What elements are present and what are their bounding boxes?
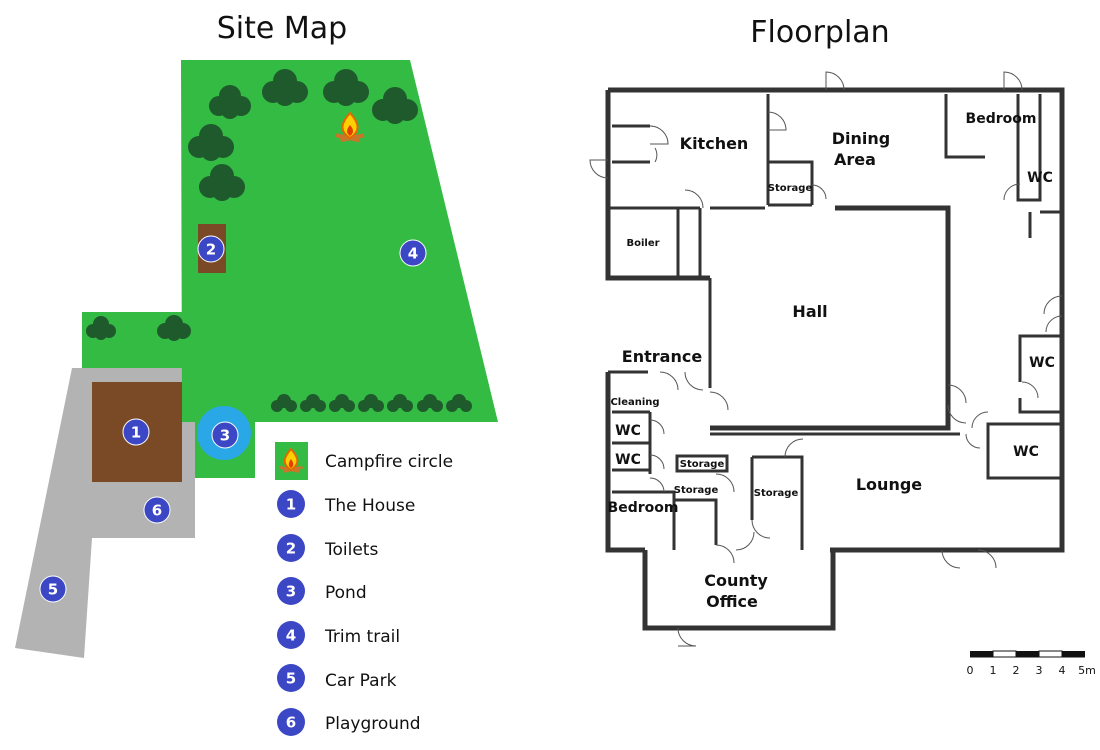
room-label-entrance: Entrance — [622, 347, 703, 366]
room-label-storage-2: Storage — [674, 485, 719, 496]
room-label-wc-1: WC — [615, 423, 641, 439]
room-label-boiler: Boiler — [626, 238, 659, 249]
tree-row — [271, 394, 472, 412]
legend-item-2: 2 Toilets — [277, 534, 378, 562]
svg-text:4: 4 — [286, 627, 296, 645]
svg-text:2: 2 — [286, 540, 296, 558]
legend-campfire: Campfire circle — [275, 442, 453, 480]
tree-cluster — [188, 124, 234, 161]
legend-item-5: 5 Car Park — [277, 664, 397, 692]
room-label-dining: Dining — [832, 129, 890, 148]
room-label-hall: Hall — [792, 302, 827, 321]
room-label-wc-top: WC — [1027, 170, 1053, 186]
main-field — [181, 60, 498, 422]
svg-text:3: 3 — [220, 427, 230, 445]
room-label-storage-dining: Storage — [768, 183, 813, 194]
svg-text:6: 6 — [286, 714, 296, 732]
svg-text:1: 1 — [286, 496, 296, 514]
scale-tick: 3 — [1036, 664, 1043, 677]
room-label-lounge: Lounge — [856, 475, 922, 494]
svg-text:The House: The House — [324, 496, 415, 516]
legend-item-1: 1 The House — [277, 490, 415, 518]
legend-label-campfire: Campfire circle — [325, 452, 453, 472]
tree-cluster — [209, 85, 251, 119]
tree-cluster — [157, 315, 191, 341]
map-marker-6[interactable]: 6 — [143, 496, 171, 524]
campfire-icon — [279, 447, 303, 473]
legend: Campfire circle 1 The House 2 Toilets 3 Pon… — [275, 442, 453, 736]
room-label-county-office: Office — [706, 592, 758, 611]
floorplan-title: Floorplan — [750, 15, 889, 50]
scale-tick: 4 — [1059, 664, 1066, 677]
legend-item-4: 4 Trim trail — [277, 621, 400, 649]
svg-text:Car Park: Car Park — [325, 671, 397, 691]
room-label-bedroom-top: Bedroom — [966, 111, 1037, 127]
site-map-title: Site Map — [217, 11, 347, 46]
room-label-storage-3: Storage — [754, 488, 799, 499]
room-label-kitchen: Kitchen — [680, 134, 749, 153]
room-labels: Kitchen Dining Area Bedroom WC Storage B… — [608, 111, 1055, 611]
trees — [86, 69, 472, 412]
room-label-storage-1: Storage — [680, 459, 725, 470]
scale-tick: 1 — [990, 664, 997, 677]
map-marker-4[interactable]: 4 — [399, 239, 427, 267]
floorplan-walls — [605, 87, 1065, 631]
svg-text:Playground: Playground — [325, 714, 421, 734]
svg-text:3: 3 — [286, 583, 296, 601]
room-label-county: County — [704, 571, 768, 590]
map-marker-3[interactable]: 3 — [211, 421, 239, 449]
tree-cluster — [199, 164, 245, 201]
map-marker-1[interactable]: 1 — [122, 418, 150, 446]
tree-cluster — [372, 87, 418, 124]
scale-bar: 0 1 2 3 4 5m — [967, 650, 1096, 677]
svg-text:5: 5 — [286, 670, 296, 688]
svg-text:6: 6 — [152, 502, 162, 520]
room-label-wc-2: WC — [615, 452, 641, 468]
room-label-bedroom-bottom: Bedroom — [608, 500, 679, 516]
svg-text:1: 1 — [131, 424, 141, 442]
tree-cluster — [86, 316, 116, 340]
room-label-cleaning: Cleaning — [610, 397, 659, 408]
campfire-icon — [335, 111, 365, 143]
tree-cluster — [262, 69, 308, 106]
scale-tick: 5m — [1078, 664, 1096, 677]
svg-text:2: 2 — [206, 241, 216, 259]
scale-tick: 2 — [1013, 664, 1020, 677]
legend-item-6: 6 Playground — [277, 708, 421, 736]
tree-cluster — [323, 69, 369, 106]
svg-text:Toilets: Toilets — [324, 540, 378, 560]
map-marker-5[interactable]: 5 — [39, 575, 67, 603]
room-label-wc-right-1: WC — [1029, 355, 1055, 371]
floorplan-doors — [589, 71, 1063, 647]
scale-tick: 0 — [967, 664, 974, 677]
room-label-dining-area: Area — [834, 150, 876, 169]
room-label-wc-right-2: WC — [1013, 444, 1039, 460]
svg-text:Trim trail: Trim trail — [324, 627, 400, 647]
svg-text:Pond: Pond — [325, 583, 367, 603]
svg-text:5: 5 — [48, 581, 58, 599]
legend-item-3: 3 Pond — [277, 577, 367, 605]
map-marker-2[interactable]: 2 — [197, 235, 225, 263]
svg-text:4: 4 — [408, 245, 418, 263]
